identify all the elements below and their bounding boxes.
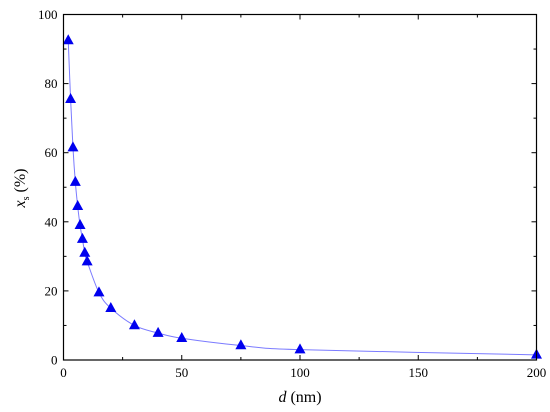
data-point-marker [81,255,93,266]
x-tick-label: 150 [409,365,429,380]
y-tick-label: 60 [45,145,58,160]
data-point-marker [79,246,91,257]
data-point-marker [69,175,81,186]
data-points [62,34,542,359]
x-tick-label: 0 [60,365,67,380]
y-tick-label: 0 [51,353,58,368]
y-axis-subscript: s [21,196,32,200]
data-point-marker [76,232,88,243]
y-axis-unit: (%) [12,169,29,197]
x-tick-label: 100 [290,365,310,380]
fit-curve-layer [67,40,537,356]
data-point-marker [67,141,79,152]
y-tick-label: 80 [45,76,58,91]
x-axis-title: d (nm) [278,389,321,406]
data-point-marker [128,319,140,330]
y-tick-label: 100 [38,7,58,22]
data-point-marker [62,34,74,45]
data-point-marker [176,332,188,343]
y-tick-label: 40 [45,214,58,229]
plot-area-frame [62,13,538,361]
y-axis-title: xs (%) [12,169,32,209]
data-point-marker [235,339,247,350]
x-tick-label: 50 [175,365,188,380]
x-tick-label: 200 [527,365,547,380]
y-axis-variable: x [12,200,29,208]
data-point-marker [93,286,105,297]
data-point-marker [152,326,164,337]
series-line [67,40,537,356]
axis-ticks: 0 50 100 150 200 0 20 40 60 80 100 [38,7,546,380]
data-point-marker [72,200,84,211]
x-axis-unit: (nm) [286,389,321,406]
x-axis-variable: d [278,389,287,406]
y-tick-label: 20 [45,283,58,298]
data-point-marker [105,301,117,312]
data-point-marker [294,343,306,354]
data-point-marker [74,219,86,230]
data-point-marker [65,92,77,103]
